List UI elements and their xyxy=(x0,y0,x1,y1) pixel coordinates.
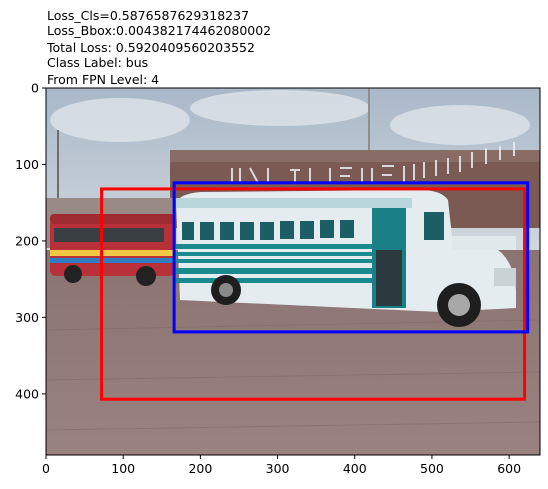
y-tick-label: 100 xyxy=(15,157,39,172)
photo xyxy=(46,88,540,455)
blue-box xyxy=(172,181,530,334)
red-box xyxy=(100,187,527,401)
title-line-loss-bbox: Loss_Bbox:0.004382174462080002 xyxy=(47,23,271,38)
y-tick-label: 400 xyxy=(15,386,39,401)
x-tick-label: 500 xyxy=(420,461,444,476)
clouds xyxy=(50,90,530,145)
x-tick-label: 600 xyxy=(497,461,521,476)
x-tick-label: 200 xyxy=(188,461,212,476)
title-line-total-loss: Total Loss: 0.5920409560203552 xyxy=(46,40,255,55)
left-bus xyxy=(50,214,175,286)
x-tick-label: 300 xyxy=(266,461,290,476)
plot-frame xyxy=(45,87,541,456)
x-tick-label: 400 xyxy=(343,461,367,476)
x-tick-label: 0 xyxy=(42,461,50,476)
title-block: Loss_Cls=0.5876587629318237 Loss_Bbox:0.… xyxy=(46,8,271,87)
main-bus xyxy=(176,189,516,327)
station-building-roof xyxy=(170,150,540,162)
x-tick-label: 100 xyxy=(111,461,135,476)
title-line-class-label: Class Label: bus xyxy=(47,55,148,70)
y-tick-label: 0 xyxy=(31,81,39,96)
y-tick-label: 300 xyxy=(15,310,39,325)
y-tick-label: 200 xyxy=(15,233,39,248)
y-axis: 0 100 200 300 400 xyxy=(15,81,46,401)
title-line-fpn-level: From FPN Level: 4 xyxy=(47,72,159,87)
title-line-loss-cls: Loss_Cls=0.5876587629318237 xyxy=(47,8,249,23)
bounding-boxes xyxy=(100,181,530,401)
x-axis: 0 100 200 300 400 500 600 xyxy=(42,455,521,476)
station-sign xyxy=(231,142,515,184)
